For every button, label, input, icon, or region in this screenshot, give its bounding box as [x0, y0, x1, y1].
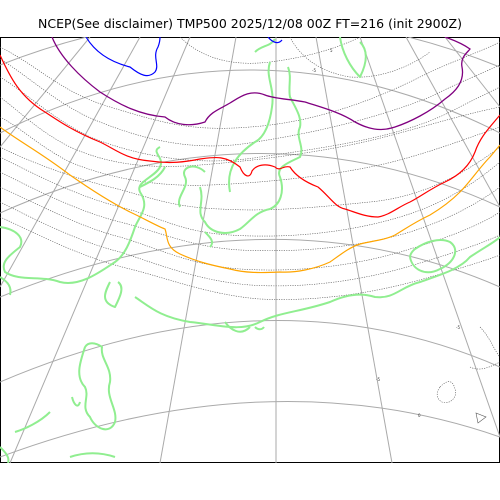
isotherm-line	[0, 96, 500, 167]
map-title: NCEP(See disclaimer) TMP500 2025/12/08 0…	[38, 16, 462, 31]
coastline	[199, 66, 303, 234]
map-panel: 5 -5 -5 -5 0	[0, 37, 500, 463]
graticule	[0, 37, 500, 463]
meridian-line	[9, 37, 191, 463]
contour-label: 0	[418, 413, 421, 418]
isotherm-line	[475, 412, 487, 424]
isotherm-line	[289, 37, 431, 78]
isotherm-line	[0, 201, 500, 287]
isotherm-line	[0, 41, 500, 129]
isotherm-line	[469, 361, 500, 370]
coastline	[409, 239, 457, 274]
latitude-circle	[0, 400, 500, 458]
contour-label: -5	[312, 68, 316, 73]
coastline	[0, 146, 163, 284]
coastline	[204, 231, 214, 248]
meridian-line	[444, 37, 500, 108]
weather-map: 5 -5 -5 -5 0	[0, 37, 500, 463]
latitude-circle	[0, 238, 500, 298]
meridian-line	[405, 37, 500, 208]
contour-label: -5	[376, 377, 380, 382]
latitude-circle	[0, 37, 500, 68]
blue-isotherm	[85, 37, 161, 77]
orange-isotherm	[0, 126, 500, 274]
meridian-line	[159, 37, 237, 463]
coastline	[339, 37, 367, 78]
meridian-line	[315, 37, 393, 463]
meridian-line	[0, 37, 141, 288]
isotherm-contours	[0, 37, 500, 403]
isotherm-line	[436, 381, 456, 403]
isotherm-line	[479, 326, 500, 358]
isotherm-line	[0, 146, 500, 211]
coastline	[254, 38, 276, 53]
coastline	[134, 236, 500, 329]
coastline	[104, 281, 123, 308]
latitude-circle	[0, 153, 500, 214]
red-isotherm	[0, 54, 500, 218]
meridian-line	[0, 37, 91, 148]
isotherm-line	[0, 76, 500, 162]
contour-label: 5	[330, 48, 333, 53]
coastline	[224, 321, 265, 333]
coastline	[69, 452, 116, 458]
purple-isotherm	[51, 37, 471, 131]
isotherm-line	[0, 216, 500, 300]
contour-label: -5	[456, 325, 460, 330]
coastline	[0, 446, 10, 463]
latitude-circle	[0, 319, 500, 383]
coastlines	[0, 37, 500, 463]
coastline	[177, 165, 206, 208]
coastline	[14, 411, 51, 433]
coastline	[71, 396, 81, 407]
coastline	[139, 166, 166, 188]
isotherm-line	[0, 156, 500, 237]
blue-isotherm	[267, 37, 283, 44]
coastline	[0, 276, 12, 296]
meridian-line	[359, 37, 500, 438]
map-border	[0, 37, 500, 463]
latitude-circle	[0, 69, 500, 134]
isotherm-line	[0, 116, 500, 186]
coastline	[78, 342, 117, 431]
